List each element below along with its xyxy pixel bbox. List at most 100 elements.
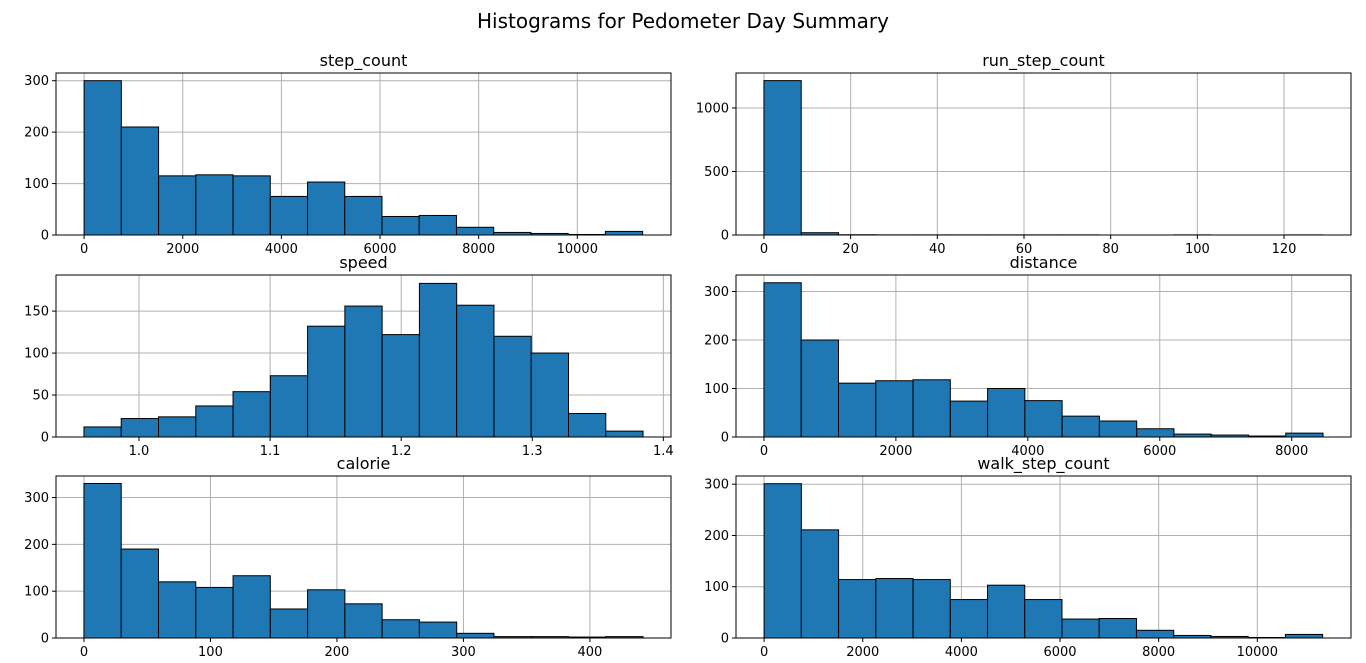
histogram-bar	[838, 579, 877, 639]
x-tick-label: 80	[1102, 242, 1119, 257]
histogram-bar	[763, 282, 802, 438]
histogram-bar	[949, 599, 989, 639]
histogram-bar	[493, 335, 532, 438]
histogram-bar	[763, 80, 802, 236]
histogram-bar	[418, 214, 457, 236]
subplot-step-count: 0 2000 4000 6000 8000 10000 0 100 200 300 step_cou…	[24, 51, 672, 257]
x-tick-label: 4000	[265, 242, 298, 257]
x-tick-label: 300	[451, 645, 476, 660]
subplot-title-step-count: step_count	[320, 51, 408, 71]
histogram-bar	[455, 226, 495, 236]
histogram-bar	[456, 304, 495, 438]
histogram-bar	[83, 482, 122, 639]
histogram-bar	[232, 391, 271, 438]
y-tick-label: 200	[704, 333, 729, 348]
x-tick-label: 0	[760, 645, 768, 660]
histogram-bar	[912, 579, 951, 639]
subplot-distance: 0 2000 4000 6000 8000 0 100 200 300 distance	[704, 253, 1352, 459]
y-tick-label: 500	[704, 165, 729, 180]
histogram-bar	[567, 412, 607, 438]
histogram-bar	[269, 375, 309, 438]
y-tick-label: 1000	[696, 101, 729, 116]
y-tick-label: 0	[721, 431, 729, 446]
histogram-bar	[1284, 633, 1324, 639]
histogram-bar	[875, 380, 914, 438]
x-tick-label: 0	[760, 242, 768, 257]
x-tick-label: 400	[578, 645, 603, 660]
subplot-calorie: 0 100 200 300 400 0 100 200 300 calorie	[24, 454, 672, 660]
subplot-title-run-step-count: run_step_count	[982, 51, 1105, 71]
y-tick-label: 100	[24, 585, 49, 600]
y-tick-label: 100	[704, 580, 729, 595]
histogram-bar	[1061, 618, 1100, 639]
histogram-bar	[604, 230, 644, 236]
histogram-bar	[1136, 428, 1175, 438]
histogram-bar	[456, 632, 495, 639]
x-tick-label: 1.2	[391, 444, 412, 459]
y-tick-label: 0	[721, 229, 729, 244]
x-tick-label: 1.3	[522, 444, 543, 459]
y-tick-label: 300	[704, 285, 729, 300]
figure-title: Histograms for Pedometer Day Summary	[477, 9, 889, 33]
histogram-bar	[232, 575, 271, 639]
histogram-bar	[307, 589, 346, 639]
subplot-walk-step-count: 0 2000 4000 6000 8000 10000 0 100 200 300 walk_ste…	[704, 454, 1352, 660]
histogram-bar	[1285, 432, 1324, 438]
histogram-bar	[195, 586, 234, 639]
histogram-bar	[83, 80, 122, 236]
x-tick-label: 4000	[1011, 444, 1044, 459]
x-tick-label: 2000	[879, 444, 912, 459]
histogram-bar	[800, 339, 840, 438]
x-tick-label: 8000	[1275, 444, 1308, 459]
x-tick-label: 20	[842, 242, 859, 257]
histogram-bar	[269, 195, 309, 236]
subplot-run-step-count: 0 20 40 60 80 100 120 0 500 1000 run_step_count	[696, 51, 1352, 257]
x-tick-label: 2000	[846, 645, 879, 660]
histogram-bar	[195, 405, 234, 438]
histogram-bar	[344, 603, 383, 639]
y-tick-label: 100	[24, 347, 49, 362]
x-tick-label: 0	[760, 444, 768, 459]
x-tick-label: 4000	[945, 645, 978, 660]
x-tick-label: 0	[80, 645, 88, 660]
x-tick-label: 1.1	[260, 444, 281, 459]
histogram-bar	[418, 621, 458, 639]
y-tick-label: 0	[41, 632, 49, 647]
x-tick-label: 2000	[166, 242, 199, 257]
x-tick-label: 40	[929, 242, 946, 257]
histogram-bar	[1024, 400, 1063, 438]
axes-frame	[55, 274, 672, 438]
histogram-bar	[158, 175, 197, 236]
histogram-bar	[1024, 599, 1063, 639]
histogram-bar	[418, 282, 458, 438]
histogram-bar	[269, 608, 309, 639]
histogram-bar	[875, 578, 914, 639]
axes-frame	[55, 475, 672, 639]
x-tick-label: 1.4	[653, 444, 674, 459]
subplot-title-walk-step-count: walk_step_count	[977, 454, 1109, 474]
x-tick-label: 100	[198, 645, 223, 660]
x-tick-label: 1.0	[129, 444, 150, 459]
y-tick-label: 0	[721, 632, 729, 647]
histogram-bar	[530, 352, 569, 438]
x-tick-label: 120	[1272, 242, 1297, 257]
x-tick-label: 8000	[462, 242, 495, 257]
histogram-bar	[344, 195, 383, 236]
y-tick-label: 0	[41, 431, 49, 446]
histogram-bar	[307, 181, 346, 236]
histogram-bar	[605, 430, 644, 438]
histogram-bar	[800, 529, 840, 639]
y-tick-label: 150	[24, 305, 49, 320]
y-tick-label: 200	[704, 529, 729, 544]
subplot-speed: 1.0 1.1 1.2 1.3 1.4 0 50 100 150 speed	[24, 253, 674, 459]
histogram-bar	[1061, 415, 1100, 438]
histogram-bar	[158, 416, 197, 438]
histogram-bar	[381, 619, 420, 639]
histogram-bar	[195, 174, 234, 236]
x-tick-label: 6000	[363, 242, 396, 257]
x-tick-label: 8000	[1142, 645, 1175, 660]
histogram-bar	[381, 334, 420, 438]
subplot-grid: 0 2000 4000 6000 8000 100000100200300step_cou…	[24, 51, 1352, 660]
histogram-bar	[912, 379, 951, 438]
